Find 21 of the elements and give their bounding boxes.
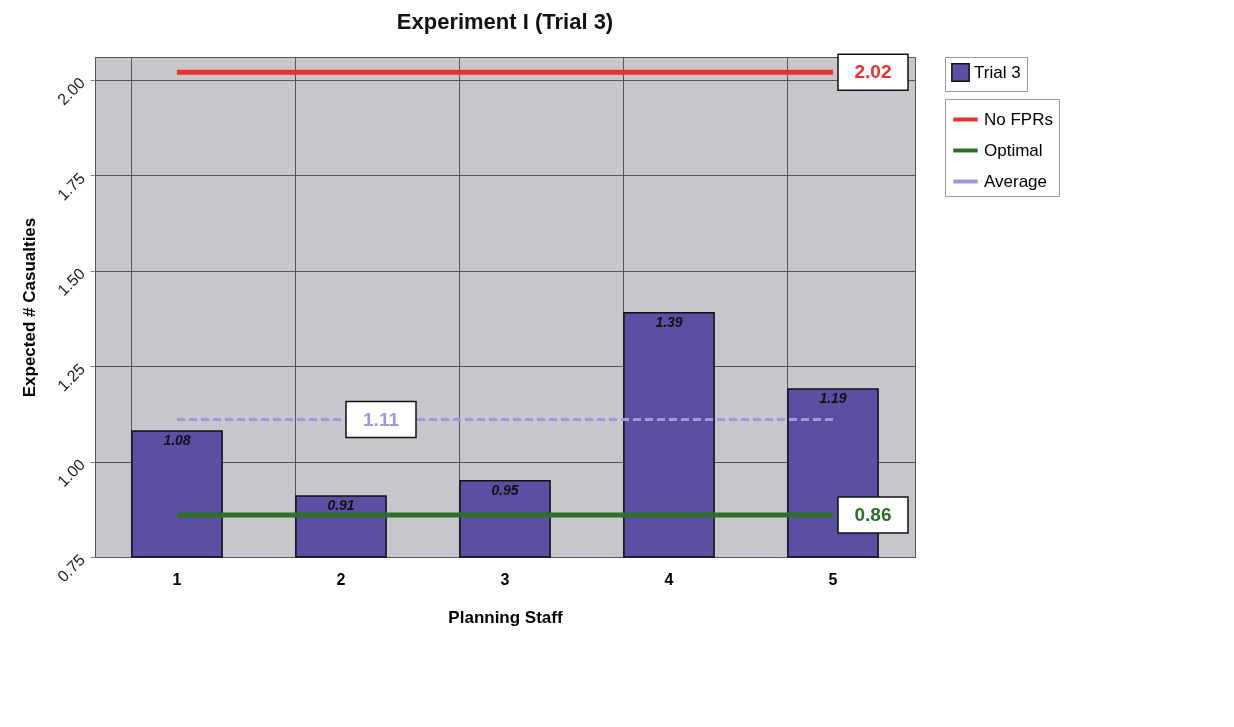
data-label: 0.95 [491, 481, 519, 498]
x-tick-label: 2 [336, 570, 346, 588]
x-tick-label: 3 [500, 570, 510, 588]
y-tick-label: 0.75 [54, 551, 89, 586]
x-axis-title: Planning Staff [448, 607, 563, 627]
legend-label: Trial 3 [974, 62, 1021, 82]
x-tick-label: 1 [172, 570, 182, 588]
data-label: 1.08 [163, 432, 191, 449]
data-label: 1.11 [363, 408, 400, 430]
legend-label: Average [984, 171, 1048, 191]
legend-label: No FPRs [984, 109, 1053, 129]
data-label: 0.86 [854, 504, 892, 526]
data-label: 0.91 [327, 496, 355, 513]
data-label: 1.19 [819, 390, 847, 407]
data-label: 2.02 [854, 61, 892, 83]
chart-title: Experiment I (Trial 3) [396, 8, 614, 34]
legend-label: Optimal [984, 140, 1043, 160]
y-axis-title: Expected # Casualties [19, 217, 39, 398]
x-tick-label: 5 [828, 570, 838, 588]
data-label: 1.39 [655, 313, 683, 330]
x-tick-label: 4 [664, 570, 674, 588]
